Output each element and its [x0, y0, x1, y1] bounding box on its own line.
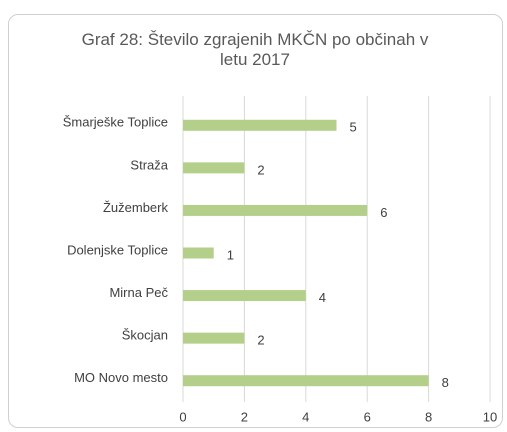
x-tick-label: 4	[302, 409, 309, 424]
y-tick-label: Mirna Peč	[109, 285, 168, 300]
data-label: 5	[350, 120, 357, 135]
y-tick-label: Straža	[130, 157, 168, 172]
y-tick-label: MO Novo mesto	[74, 370, 168, 385]
bar	[183, 119, 337, 131]
data-label: 1	[227, 247, 234, 262]
x-tick-label: 2	[241, 409, 248, 424]
data-label: 2	[257, 162, 264, 177]
data-label: 4	[319, 290, 326, 305]
data-label: 8	[442, 375, 449, 390]
bar	[183, 162, 245, 174]
x-tick-label: 8	[425, 409, 432, 424]
y-tick-label: Dolenjske Toplice	[67, 242, 168, 257]
y-tick-label: Žužemberk	[103, 200, 169, 215]
chart-card	[8, 14, 503, 428]
x-tick-label: 6	[364, 409, 371, 424]
chart-title: Graf 28: Število zgrajenih MKČN po občin…	[81, 30, 429, 69]
x-tick-label: 0	[179, 409, 186, 424]
bar	[183, 204, 368, 216]
data-label: 2	[257, 333, 264, 348]
bar	[183, 332, 245, 344]
data-label: 6	[380, 205, 387, 220]
bar	[183, 375, 429, 387]
bar	[183, 290, 306, 302]
y-tick-label: Šmarješke Toplice	[63, 115, 168, 130]
y-tick-label: Škocjan	[122, 328, 168, 343]
x-tick-label: 10	[483, 409, 497, 424]
bar	[183, 247, 214, 259]
